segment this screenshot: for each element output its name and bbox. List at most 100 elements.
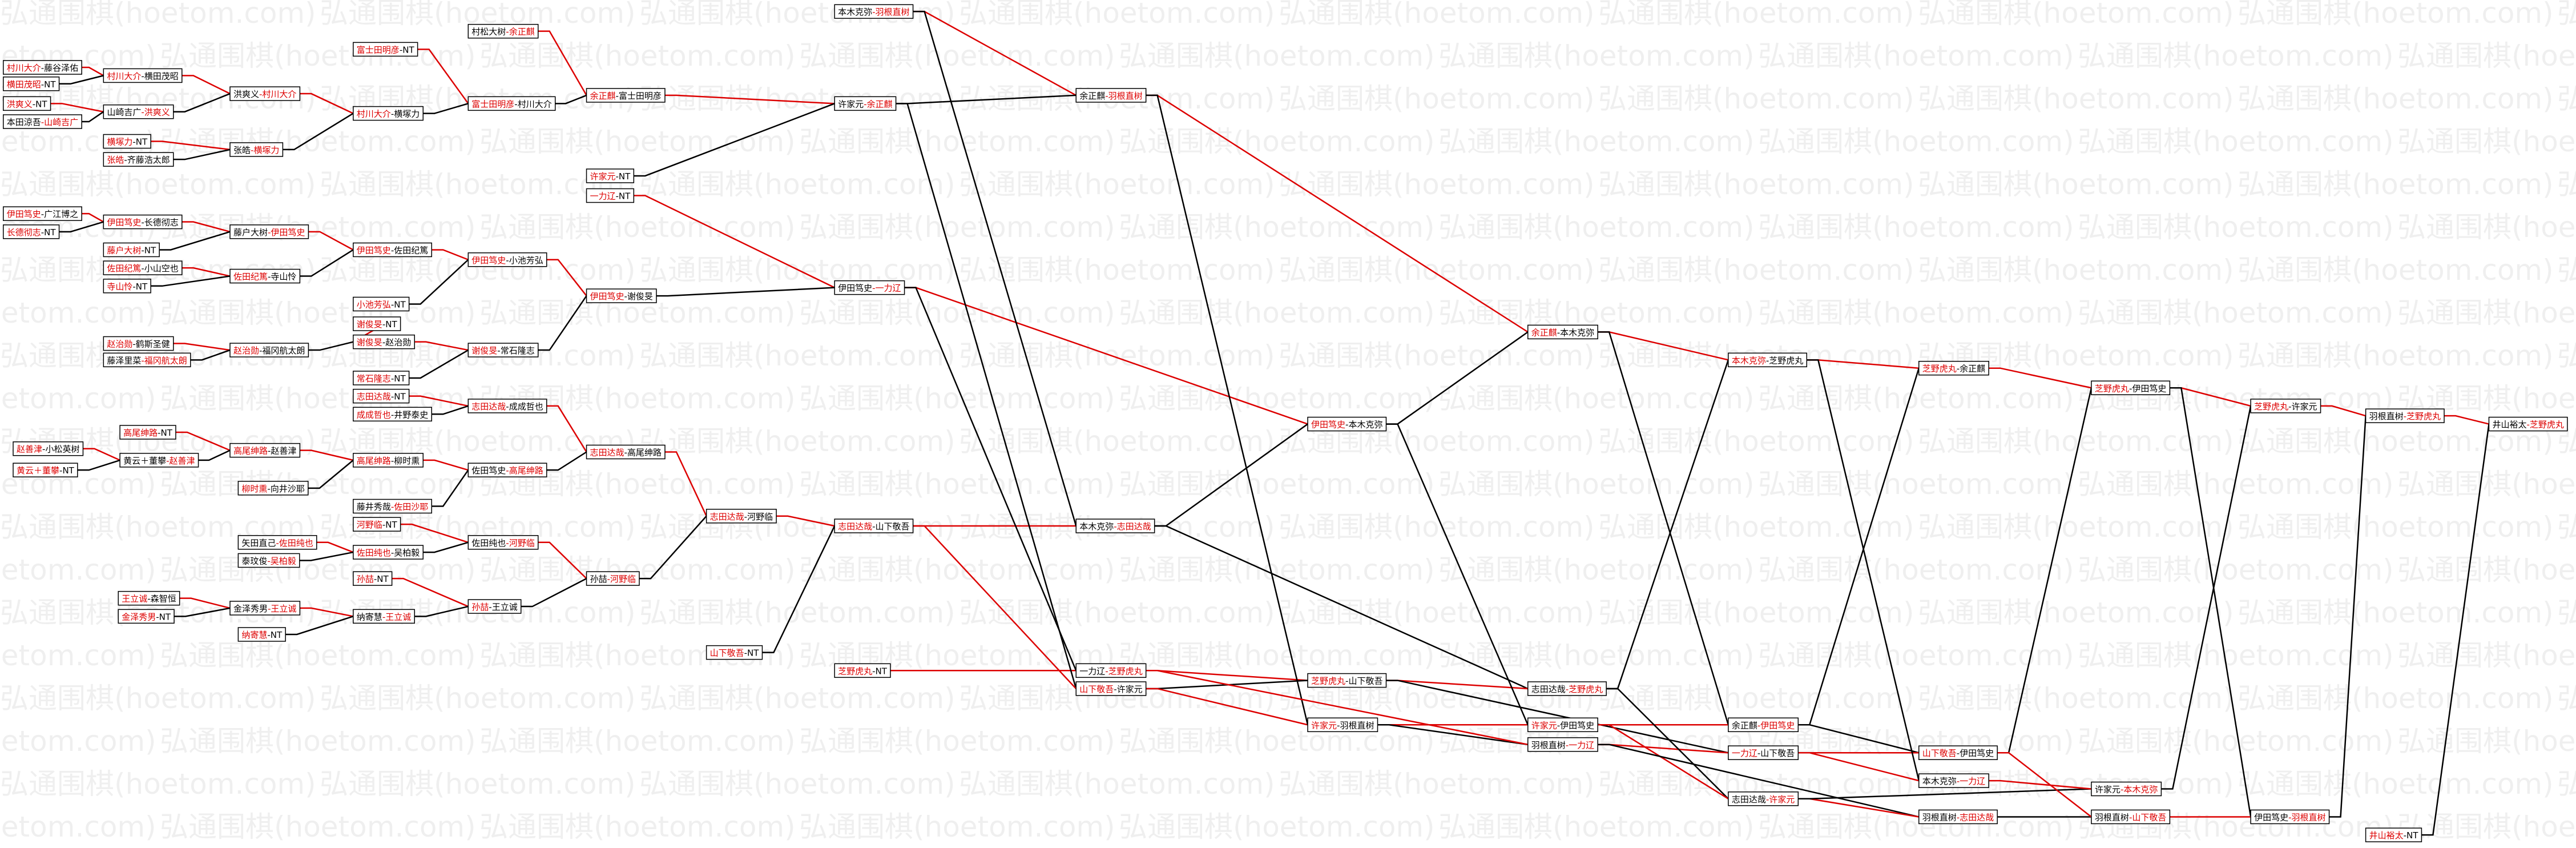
player-name: 伊田笃史 xyxy=(590,291,624,302)
box-frame xyxy=(2091,781,2162,797)
watermark: 弘通围棋(hoetom.com) xyxy=(1438,296,1755,329)
player-name: -本木克弥 xyxy=(1345,419,1382,429)
watermark: 弘通围棋(hoetom.com) xyxy=(479,125,796,158)
match-box: 高尾绅路-柳时熏 xyxy=(353,453,424,468)
match-box: 赵治勋-福冈航太朗 xyxy=(229,343,309,357)
match-label: 常石隆志-NT xyxy=(357,373,406,383)
player-name: 张皓 xyxy=(107,155,124,165)
watermark: 弘通围棋(hoetom.com) xyxy=(799,553,1115,586)
connector xyxy=(904,287,1077,671)
watermark: 弘通围棋(hoetom.com) xyxy=(1918,511,2234,544)
player-name: 村川大介 xyxy=(107,71,141,81)
player-name: 村川大介 xyxy=(357,108,391,119)
connector xyxy=(182,75,231,95)
match-box: 志田达哉-NT xyxy=(353,388,410,404)
watermark: 弘通围棋(hoetom.com) xyxy=(0,682,316,715)
box-frame xyxy=(353,296,410,312)
match-box: 伊田笃史-谢俊旻 xyxy=(586,288,657,303)
player-name: 富士田明彦 xyxy=(357,45,400,55)
match-box: 志田达哉-山下敬吾 xyxy=(834,519,914,533)
watermark: 弘通围棋(hoetom.com) xyxy=(2397,553,2576,586)
player-name: -NT xyxy=(382,520,398,530)
player-name: -赵善津 xyxy=(166,455,195,465)
connector xyxy=(82,212,104,223)
player-name: 本木克弥 xyxy=(1079,521,1114,532)
connector xyxy=(1154,525,1529,690)
player-name: 赵治勋 xyxy=(107,339,132,349)
match-box: 洪爽义-NT xyxy=(3,96,51,111)
match-label: 河野临-NT xyxy=(357,520,398,530)
box-frame xyxy=(103,352,191,368)
watermark: 弘通围棋(hoetom.com) xyxy=(2238,596,2554,629)
box-frame xyxy=(2488,416,2568,432)
connector xyxy=(423,459,469,471)
connector xyxy=(1146,94,1309,725)
player-name: -余正麒 xyxy=(506,26,534,37)
match-label: 山下敬吾-伊田笃史 xyxy=(1922,748,1994,758)
connector xyxy=(1606,688,1729,799)
connector xyxy=(59,221,104,233)
box-frame xyxy=(229,601,301,616)
match-box: 芝野虎丸-山下敬吾 xyxy=(1307,673,1387,688)
match-label: 藤户大树-伊田笃史 xyxy=(233,227,305,237)
box-frame xyxy=(586,88,666,103)
watermark: 弘通围棋(hoetom.com) xyxy=(1119,725,1435,758)
match-label: 佐田笃史-高尾绅路 xyxy=(471,465,543,476)
match-label: 张皓-横塚力 xyxy=(233,144,279,155)
match-label: 志田达哉-NT xyxy=(357,391,406,401)
box-frame xyxy=(353,388,410,404)
player-name: -本木克弥 xyxy=(2121,784,2158,794)
box-frame xyxy=(2250,399,2321,413)
match-box: 本木克弥-芝野虎丸 xyxy=(1728,352,1808,368)
player-name: -王立诚 xyxy=(268,603,296,613)
player-name: 富士田明彦 xyxy=(471,99,514,109)
watermark: 弘通围棋(hoetom.com) xyxy=(479,39,796,73)
player-name: -小山空也 xyxy=(141,263,178,274)
match-box: 余正麒-羽根直树 xyxy=(1075,88,1147,103)
match-label: 赵治勋-鹤斯圣健 xyxy=(107,339,170,349)
match-label: 余正麒-羽根直树 xyxy=(1079,90,1142,101)
player-name: 一力辽 xyxy=(1079,666,1105,676)
box-frame xyxy=(586,188,635,203)
match-label: 柳时熏-向井沙耶 xyxy=(241,483,304,493)
player-name: 泰玟俊 xyxy=(241,556,267,566)
connector xyxy=(83,448,120,461)
match-label: 佐田纪篤-小山空也 xyxy=(107,263,178,274)
watermark: 弘通围棋(hoetom.com) xyxy=(1279,339,1595,372)
match-box: 羽根直树-芝野虎丸 xyxy=(2365,408,2445,423)
match-box: 横塚力-NT xyxy=(103,134,151,149)
player-name: 黄云＋董攀 xyxy=(17,465,59,476)
match-label: 村川大介-藤谷泽佑 xyxy=(7,63,78,73)
player-name: -NT xyxy=(382,319,398,329)
match-box: 羽根直树-山下敬吾 xyxy=(2091,809,2171,825)
player-name: -高尾绅路 xyxy=(506,465,543,476)
match-label: 王立诚-森智恒 xyxy=(122,593,176,604)
player-name: 河野临 xyxy=(357,520,382,530)
player-name: -NT xyxy=(158,427,173,437)
match-label: 余正麒-本木克弥 xyxy=(1531,327,1594,337)
match-box: 谢俊旻-常石隆志 xyxy=(467,343,539,357)
watermark: 弘通围棋(hoetom.com) xyxy=(1279,0,1595,30)
connector xyxy=(521,578,587,608)
watermark: 弘通围棋(hoetom.com) xyxy=(2557,511,2576,544)
player-name: -NT xyxy=(132,136,148,147)
player-name: 矢田直己 xyxy=(241,537,276,548)
player-name: -井野泰史 xyxy=(391,409,428,420)
box-frame xyxy=(353,545,424,560)
player-name: -NT xyxy=(41,227,57,237)
player-name: 成成哲也 xyxy=(357,409,391,420)
match-label: 井山裕太-NT xyxy=(2369,830,2419,841)
player-name: 柳时熏 xyxy=(241,483,267,493)
match-label: 伊田笃史-长德彻志 xyxy=(107,217,178,227)
player-name: -成成哲也 xyxy=(506,401,543,411)
connector xyxy=(190,349,231,361)
player-name: 志田达哉 xyxy=(590,447,624,457)
player-name: -福冈航太朗 xyxy=(259,345,305,356)
box-frame xyxy=(3,77,60,91)
player-name: -常石隆志 xyxy=(497,345,534,356)
match-label: 芝野虎丸-NT xyxy=(838,666,888,676)
watermark: 弘通围棋(hoetom.com) xyxy=(0,553,156,586)
match-box: 佐田纪篤-小山空也 xyxy=(103,260,183,275)
connector xyxy=(173,343,231,351)
connector xyxy=(409,395,469,407)
